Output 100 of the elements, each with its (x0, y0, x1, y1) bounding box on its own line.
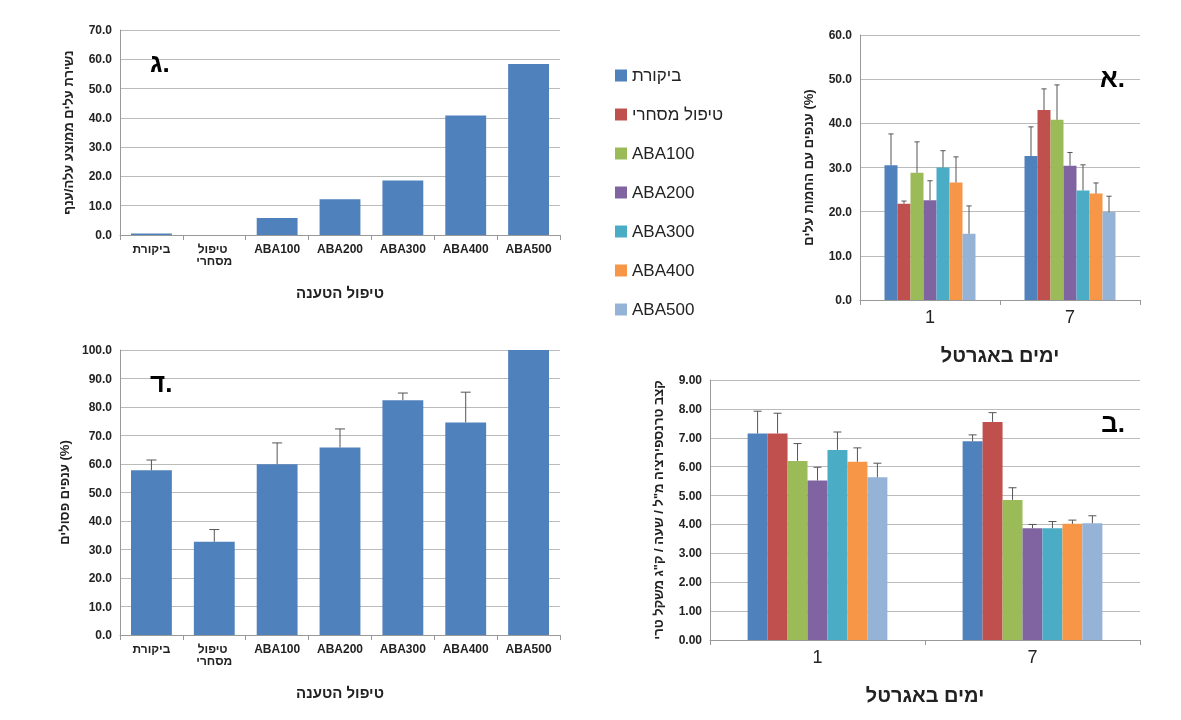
x-tick-label: 1 (924, 307, 936, 327)
y-tick-label: 20.0 (88, 571, 113, 585)
y-tick-label: 4.00 (678, 517, 703, 532)
bar (193, 541, 235, 635)
legend-label: ביקורת (632, 66, 682, 85)
bar (962, 441, 983, 640)
y-tick-label: 90.0 (88, 371, 113, 386)
x-tick-label: ABA100 (254, 242, 301, 256)
y-tick-label: 70.0 (88, 428, 113, 443)
text: ד. (150, 368, 173, 398)
bar (867, 477, 888, 640)
y-tick-label: 60.0 (88, 52, 113, 67)
bar (131, 470, 172, 635)
x-tick-label: ABA300 (379, 242, 427, 256)
bar (949, 182, 963, 300)
bar (319, 447, 361, 635)
x-axis-title: ימים באגרטל (865, 684, 985, 706)
y-tick-label: 0.0 (95, 228, 113, 242)
bar (787, 460, 808, 640)
legend-label: ABA200 (632, 183, 695, 202)
bar (382, 400, 424, 635)
x-tick-label: ABA500 (505, 242, 552, 256)
y-tick-label: 80.0 (88, 400, 113, 414)
bar (747, 433, 768, 640)
bar (1042, 528, 1063, 640)
bar (1082, 523, 1103, 640)
y-tick-label: 100.0 (81, 343, 113, 357)
y-tick-label: 7.00 (678, 430, 703, 445)
x-tick-label: ABA100 (254, 642, 301, 656)
x-tick-label: ביקורת (132, 242, 171, 256)
bar (897, 203, 911, 300)
x-axis-title: טיפול הטענה (296, 284, 384, 301)
bar (807, 480, 828, 640)
bar (936, 167, 950, 300)
x-tick-label: 7 (1064, 307, 1076, 327)
legend-label: ABA400 (632, 261, 695, 280)
bar (910, 172, 924, 300)
bar (256, 464, 298, 635)
legend-label: ABA300 (632, 222, 695, 241)
y-tick-label: 30.0 (828, 160, 853, 175)
bar (923, 200, 937, 300)
y-tick-label: 3.00 (678, 546, 703, 561)
y-tick-label: 6.00 (678, 459, 703, 474)
y-tick-label: 20.0 (828, 204, 853, 219)
x-tick-label: ABA400 (442, 242, 490, 256)
y-tick-label: 5.00 (678, 488, 703, 503)
y-tick-label: 40.0 (828, 116, 853, 131)
x-tick-label: טיפול מסחרי (196, 642, 233, 668)
y-tick-label: 60.0 (828, 28, 853, 42)
y-tick-label: 10.0 (88, 198, 113, 213)
x-axis-title: ימים באגרטל (940, 344, 1060, 366)
y-tick-label: 1.00 (678, 604, 703, 619)
y-axis-title: נשירת עלים ממוצע עלה/ענף (61, 50, 76, 215)
bar (508, 350, 549, 635)
bar (884, 165, 898, 300)
bar (1076, 190, 1090, 300)
y-tick-label: 20.0 (88, 169, 113, 184)
legend-label: טיפול מסחרי (632, 105, 724, 124)
y-tick-label: 30.0 (88, 542, 113, 557)
x-tick-label: ביקורת (132, 642, 171, 656)
bar (1062, 523, 1083, 640)
y-tick-label: 8.00 (678, 401, 703, 416)
y-axis-title: ענפים פסולים (%) (57, 440, 73, 545)
y-axis-title: קצב טרנספירציה מ"ל / שעה / ק"ג משקל טרי (651, 380, 666, 640)
y-tick-label: 50.0 (828, 72, 853, 87)
text: א. (1100, 63, 1126, 93)
y-tick-label: 0.0 (95, 628, 113, 642)
bar (319, 199, 361, 235)
bar (847, 461, 868, 640)
bar (1102, 212, 1116, 300)
x-tick-label: 1 (812, 647, 823, 667)
legend-label: ABA100 (632, 144, 695, 163)
x-tick-label: ABA500 (505, 642, 552, 656)
bar (962, 233, 976, 300)
bar (1050, 119, 1064, 300)
bar (1089, 193, 1103, 300)
y-tick-label: 0.0 (835, 293, 853, 307)
x-tick-label: טיפול מסחרי (196, 242, 233, 268)
x-tick-label: 7 (1027, 647, 1038, 667)
bar (1037, 110, 1051, 300)
y-tick-label: 0.00 (678, 633, 703, 647)
y-tick-label: 9.00 (678, 373, 703, 387)
bar (382, 180, 424, 235)
text: ג. (150, 48, 170, 78)
y-tick-label: 40.0 (88, 110, 113, 125)
x-tick-label: ABA300 (379, 642, 427, 656)
x-tick-label: ABA200 (316, 242, 364, 256)
y-tick-label: 30.0 (88, 140, 113, 155)
y-tick-label: 70.0 (88, 23, 113, 37)
x-axis-title: טיפול הטענה (296, 684, 384, 701)
y-tick-label: 10.0 (828, 248, 853, 263)
bar (1024, 156, 1038, 300)
text: ב. (1101, 408, 1126, 438)
bar (1022, 528, 1043, 640)
bar (982, 421, 1003, 640)
y-axis-title: ענפים עם החמות עלים (%) (801, 89, 816, 246)
bar (256, 218, 298, 235)
bar (445, 422, 487, 635)
bar (767, 433, 788, 640)
bar (1063, 165, 1077, 300)
